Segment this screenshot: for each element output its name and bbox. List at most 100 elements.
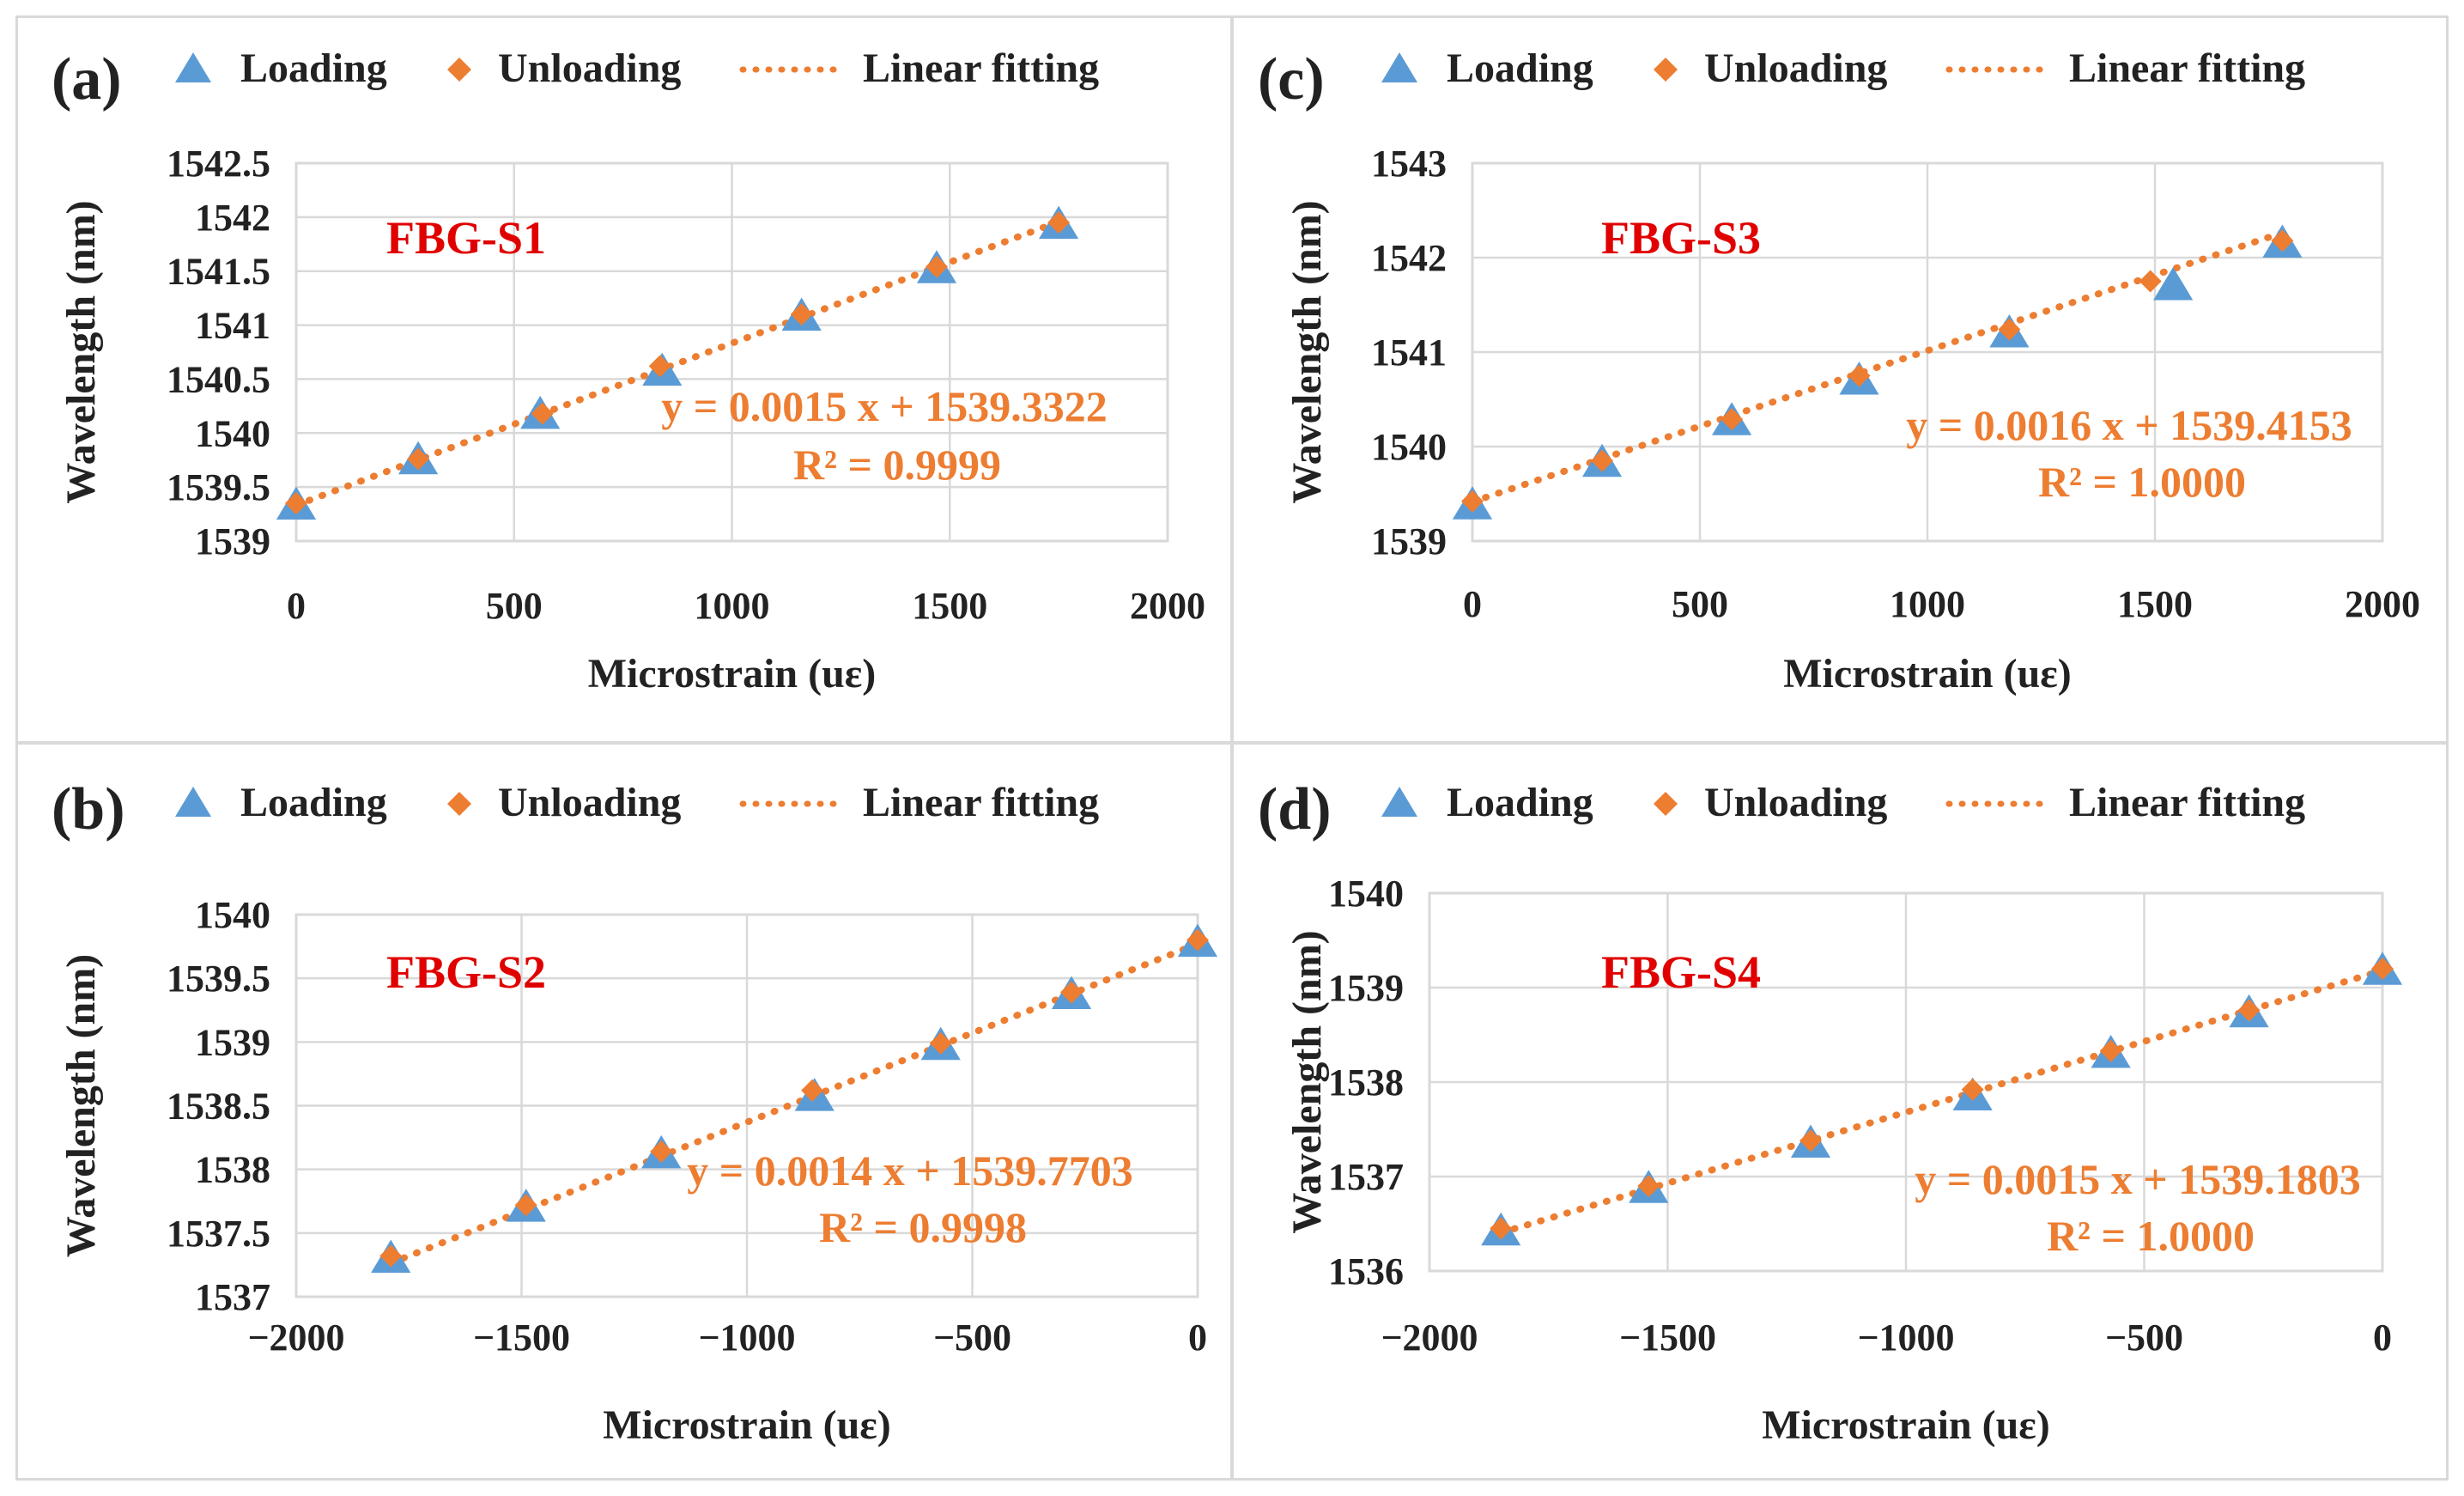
triangle-icon	[1381, 52, 1417, 82]
x-axis-label: Microstrain (uε)	[1783, 651, 2072, 696]
y-tick-label: 1538	[195, 1149, 270, 1191]
fit-r-squared: R² = 1.0000	[2047, 1212, 2255, 1260]
sensor-label: FBG-S4	[1601, 946, 1761, 998]
sensor-label: FBG-S3	[1601, 212, 1761, 264]
x-tick-label: −1000	[698, 1317, 795, 1359]
y-tick-label: 1537.5	[167, 1213, 270, 1255]
legend-loading-label: Loading	[240, 46, 387, 91]
legend-loading-label: Loading	[240, 780, 387, 825]
y-tick-label: 1543	[1371, 143, 1447, 185]
y-tick-label: 1537	[195, 1276, 270, 1318]
y-tick-label: 1541	[195, 305, 270, 347]
panel-frame-d	[1231, 742, 2449, 1481]
y-tick-label: 1540	[1371, 426, 1447, 468]
y-tick-label: 1541	[1371, 331, 1447, 374]
unloading-point	[1060, 981, 1083, 1004]
fit-r-squared: R² = 0.9998	[819, 1203, 1027, 1251]
unloading-point	[1799, 1129, 1822, 1152]
fit-equation: y = 0.0014 x + 1539.7703	[687, 1146, 1132, 1195]
unloading-point	[926, 255, 949, 278]
y-axis-label: Wavelength (nm)	[58, 954, 104, 1257]
unloading-point	[1721, 408, 1744, 431]
y-tick-label: 1539.5	[167, 958, 270, 1000]
legend-unloading-label: Unloading	[1704, 780, 1887, 825]
y-tick-label: 1540.5	[167, 358, 270, 400]
legend-unloading-label: Unloading	[498, 46, 681, 91]
x-tick-label: 0	[1463, 583, 1482, 625]
panel-label: (c)	[1258, 46, 1325, 113]
y-axis-label: Wavelength (nm)	[1284, 200, 1330, 503]
y-tick-label: 1542	[1371, 237, 1447, 279]
sensor-label: FBG-S2	[386, 946, 546, 998]
unloading-point	[407, 447, 430, 471]
x-tick-label: 0	[1188, 1317, 1207, 1359]
x-tick-label: −1000	[1857, 1317, 1954, 1359]
chart-panel-b: −2000 −1500 −1000 −500 0 1537 1537.5 1538 1538.5…	[52, 776, 1218, 1448]
unloading-point	[2139, 270, 2162, 293]
sensor-label: FBG-S1	[386, 212, 546, 264]
unloading-point	[1591, 449, 1614, 472]
chart-panel-d: −2000 −1500 −1000 −500 0 1536 1537 1538 1539 1540…	[1258, 776, 2403, 1448]
y-tick-label: 1539	[195, 520, 270, 563]
unloading-point	[929, 1031, 952, 1055]
legend-loading-label: Loading	[1447, 780, 1593, 825]
legend-fit-label: Linear fitting	[863, 46, 1099, 91]
unloading-point	[648, 355, 671, 378]
chart-panel-a: 0 500 1000 1500 2000 1539 1539.5 1540 1540.5 1541…	[52, 46, 1205, 696]
unloading-point	[531, 402, 554, 425]
unloading-point	[2271, 229, 2294, 252]
fit-equation: y = 0.0015 x + 1539.3322	[661, 382, 1107, 430]
y-tick-label: 1538	[1328, 1061, 1404, 1104]
legend-loading-label: Loading	[1447, 46, 1593, 91]
x-tick-label: 1000	[1890, 583, 1965, 625]
x-axis-label: Microstrain (uε)	[588, 651, 877, 696]
unloading-point	[650, 1140, 673, 1163]
unloading-point	[2371, 958, 2394, 980]
legend-fit-label: Linear fitting	[863, 780, 1099, 825]
y-axis-label: Wavelength (nm)	[1284, 930, 1330, 1233]
y-tick-label: 1539	[1328, 967, 1404, 1009]
fit-r-squared: R² = 1.0000	[2038, 458, 2246, 506]
x-tick-label: 2000	[2345, 583, 2420, 625]
panel-label: (b)	[52, 776, 125, 842]
unloading-point	[2237, 999, 2261, 1022]
y-tick-label: 1542.5	[167, 143, 270, 185]
x-tick-label: −2000	[1381, 1317, 1478, 1359]
unloading-point	[1637, 1175, 1660, 1197]
panel-label: (a)	[52, 46, 122, 113]
unloading-point	[285, 492, 307, 514]
x-tick-label: 1000	[695, 585, 770, 627]
legend-fit-label: Linear fitting	[2069, 46, 2305, 91]
x-axis-label: Microstrain (uε)	[603, 1402, 891, 1448]
unloading-point	[2099, 1039, 2122, 1062]
unloading-point	[790, 303, 813, 325]
x-tick-label: −500	[2105, 1317, 2183, 1359]
x-tick-label: 0	[287, 585, 306, 627]
unloading-point	[1186, 928, 1209, 952]
y-tick-label: 1540	[1328, 873, 1404, 915]
x-tick-label: −2000	[247, 1317, 344, 1359]
triangle-icon	[1381, 787, 1417, 817]
x-tick-label: −1500	[1619, 1317, 1716, 1359]
unloading-point	[1461, 490, 1484, 513]
legend-unloading-label: Unloading	[498, 780, 681, 825]
x-tick-label: 500	[486, 585, 543, 627]
x-tick-label: 0	[2373, 1317, 2392, 1359]
panel-label: (d)	[1258, 776, 1332, 842]
y-axis-label: Wavelength (nm)	[58, 200, 104, 503]
y-tick-label: 1539	[195, 1021, 270, 1063]
chart-panel-c: 0 500 1000 1500 2000 1539 1540 1541 1542 1543 Micr…	[1258, 46, 2420, 696]
fit-equation: y = 0.0015 x + 1539.1803	[1915, 1155, 2360, 1203]
unloading-point	[1961, 1078, 1984, 1101]
unloading-point	[1998, 318, 2021, 341]
unloading-point	[1047, 211, 1071, 234]
x-tick-label: 500	[1672, 583, 1728, 625]
triangle-icon	[175, 787, 211, 817]
y-tick-label: 1538.5	[167, 1086, 270, 1128]
y-tick-label: 1537	[1328, 1156, 1404, 1198]
x-tick-label: −1500	[473, 1317, 570, 1359]
loading-point	[2153, 267, 2194, 301]
unloading-point	[1848, 364, 1871, 387]
y-tick-label: 1536	[1328, 1250, 1404, 1292]
